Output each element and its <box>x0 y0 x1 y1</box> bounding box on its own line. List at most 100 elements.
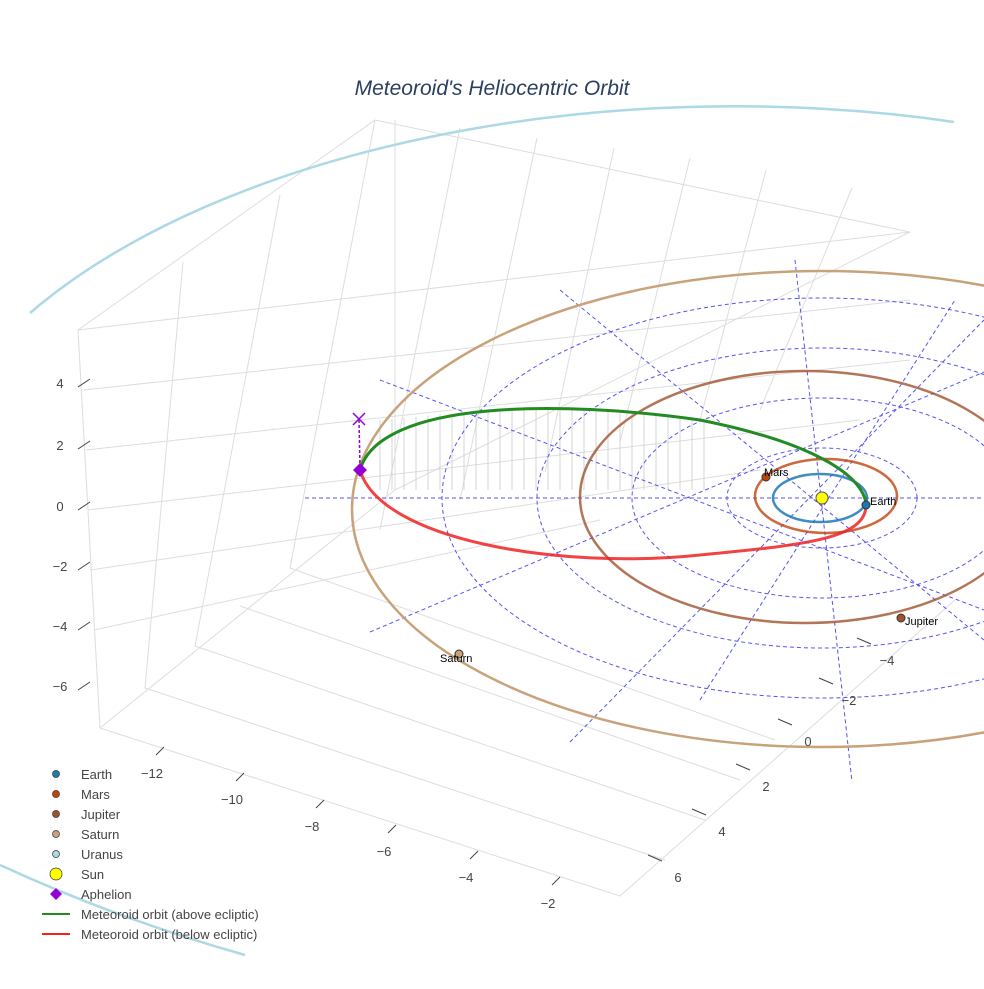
aphelion-projection-marker <box>352 412 366 426</box>
grid-line <box>77 231 911 331</box>
y-tick-label: −2 <box>842 693 857 708</box>
chart-title: Meteoroid's Heliocentric Orbit <box>355 77 631 100</box>
z-tick-label: 4 <box>56 376 63 391</box>
y-tick-mark <box>647 854 663 862</box>
x-tick-label: −2 <box>541 896 556 911</box>
legend-label: Uranus <box>81 847 123 862</box>
legend-marker-swatch <box>52 810 60 818</box>
mars-marker <box>761 472 771 482</box>
axis-ticks: 4 2 0 −2 −4 −6 −12 −10 −8 −6 −4 −2 −4 −2 0 2 4 6 <box>53 376 895 911</box>
y-tick-mark <box>856 637 872 645</box>
grid-lines <box>77 119 956 897</box>
grid-line <box>544 147 615 473</box>
legend-label: Meteoroid orbit (above ecliptic) <box>81 907 259 922</box>
grid-line <box>85 359 911 451</box>
legend-marker-swatch <box>52 790 60 798</box>
ecliptic-grid <box>305 259 984 783</box>
grid-line <box>289 119 376 569</box>
orbit-above-ecliptic <box>358 406 868 504</box>
planet-orbits <box>0 105 984 957</box>
legend-marker-swatch <box>49 867 63 881</box>
earth-marker <box>861 500 871 510</box>
z-tick-mark <box>77 440 91 450</box>
legend-label: Earth <box>81 767 112 782</box>
y-tick-label: 0 <box>804 734 811 749</box>
grid-line <box>619 599 956 897</box>
x-tick-label: −8 <box>305 819 320 834</box>
x-tick-label: −10 <box>221 792 243 807</box>
x-tick-mark <box>155 746 165 756</box>
grid-line <box>379 127 461 531</box>
ecliptic-spoke <box>569 319 984 743</box>
y-tick-label: 4 <box>718 824 725 839</box>
grid-line <box>239 605 741 781</box>
ecliptic-ring <box>631 397 984 599</box>
y-tick-label: 6 <box>674 870 681 885</box>
grid-line <box>77 329 101 729</box>
grid-line <box>93 519 601 631</box>
x-tick-label: −6 <box>377 844 392 859</box>
orbit-uranus <box>0 863 246 957</box>
z-tick-label: 2 <box>56 438 63 453</box>
legend-marker-swatch <box>52 830 60 838</box>
z-tick-label: 0 <box>56 499 63 514</box>
grid-line <box>394 231 911 491</box>
z-tick-mark <box>77 501 91 511</box>
x-tick-mark <box>235 772 245 782</box>
y-tick-mark <box>818 677 834 685</box>
grid-line <box>759 187 853 411</box>
ecliptic-spoke <box>559 289 984 641</box>
z-tick-label: −4 <box>53 619 68 634</box>
ecliptic-spoke <box>379 379 984 611</box>
grid-line <box>83 299 911 391</box>
legend-marker-swatch <box>52 770 60 778</box>
saturn-marker <box>454 649 464 659</box>
legend-label: Jupiter <box>81 807 121 822</box>
grid-line <box>289 567 776 741</box>
z-tick-label: −6 <box>53 679 68 694</box>
grid-line <box>87 419 861 511</box>
orbit-saturn <box>350 269 984 749</box>
meteoroid-orbit <box>352 406 868 561</box>
aphelion-marker <box>353 463 367 477</box>
x-tick-label: −4 <box>459 870 474 885</box>
label-saturn: Saturn <box>440 653 472 665</box>
legend-label: Meteoroid orbit (below ecliptic) <box>81 927 257 942</box>
z-tick-label: −2 <box>53 559 68 574</box>
y-tick-mark <box>691 808 707 816</box>
legend-label: Mars <box>81 787 110 802</box>
orbit-uranus <box>29 105 955 314</box>
planet-markers <box>353 463 906 659</box>
ecliptic-spoke <box>699 299 956 701</box>
grid-line <box>699 169 767 421</box>
y-tick-label: −4 <box>880 653 895 668</box>
legend-label: Aphelion <box>81 887 132 902</box>
x-tick-mark <box>551 876 561 886</box>
legend-label: Saturn <box>81 827 119 842</box>
legend-diamond-swatch <box>50 888 62 900</box>
grid-line <box>144 261 184 689</box>
x-tick-mark <box>315 799 325 809</box>
grid-line <box>194 194 281 647</box>
x-tick-mark <box>387 824 397 834</box>
z-tick-mark <box>77 681 91 691</box>
orbit-jupiter <box>578 369 984 625</box>
grid-line <box>77 119 376 331</box>
z-tick-mark <box>77 378 91 388</box>
jupiter-marker <box>896 613 906 623</box>
grid-line <box>619 157 691 443</box>
grid-line <box>374 119 911 233</box>
grid-line <box>89 469 761 571</box>
grid-line <box>194 645 706 821</box>
orbit-below-ecliptic <box>358 469 868 561</box>
label-earth: Earth <box>870 496 896 508</box>
legend[interactable]: Earth Mars Jupiter Saturn Uranus Sun Aphelion M… <box>42 767 259 942</box>
sun-marker <box>815 491 829 505</box>
y-tick-mark <box>735 763 751 771</box>
z-tick-mark <box>77 621 91 631</box>
z-tick-mark <box>77 561 91 571</box>
x-tick-label: −12 <box>141 766 163 781</box>
orbit-earth <box>771 472 869 524</box>
